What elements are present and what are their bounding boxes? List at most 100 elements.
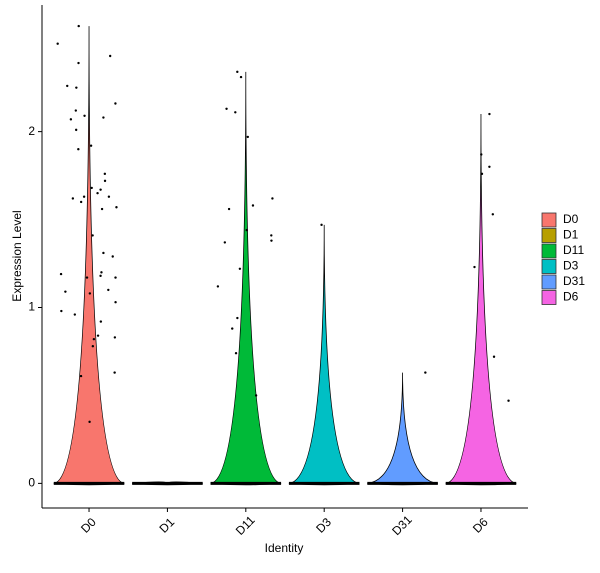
point <box>236 70 239 74</box>
legend-label: D0 <box>563 212 579 226</box>
point <box>102 251 105 255</box>
point <box>91 344 95 348</box>
point <box>69 118 73 121</box>
point <box>91 234 94 237</box>
y-axis-label: Expression Level <box>10 210 24 301</box>
point <box>100 207 104 211</box>
point <box>56 42 59 45</box>
point <box>102 116 105 119</box>
point <box>225 107 228 110</box>
point <box>100 271 103 274</box>
legend-label: D3 <box>563 259 579 273</box>
violin <box>210 71 282 486</box>
point <box>99 188 102 191</box>
point <box>320 223 323 227</box>
point <box>88 420 91 424</box>
point <box>234 352 238 355</box>
point <box>99 320 103 323</box>
point <box>103 172 107 176</box>
point <box>103 179 107 183</box>
zero-points <box>288 481 360 485</box>
point <box>231 327 234 330</box>
legend-label: D1 <box>563 228 579 242</box>
point <box>488 165 491 169</box>
zero-points <box>367 481 438 485</box>
zero-points <box>53 481 125 485</box>
zero-points <box>210 481 282 485</box>
point <box>89 144 93 147</box>
point <box>66 84 69 88</box>
legend-key <box>541 274 557 290</box>
point <box>77 24 80 28</box>
point <box>96 334 100 337</box>
point <box>85 276 89 279</box>
point <box>74 109 78 112</box>
point <box>64 290 67 293</box>
x-tick-label: D1 <box>156 515 177 536</box>
y-tick-label: 2 <box>28 124 35 138</box>
point <box>480 172 484 176</box>
point <box>113 336 117 339</box>
point <box>251 204 255 207</box>
violin <box>288 224 360 486</box>
point <box>79 200 83 204</box>
x-tick-label: D0 <box>78 515 99 536</box>
point <box>60 309 63 313</box>
point <box>216 285 220 288</box>
violin <box>445 114 517 486</box>
zero-points <box>132 481 203 485</box>
point <box>227 207 231 211</box>
legend-label: D11 <box>563 243 584 257</box>
x-tick-label: D6 <box>470 515 491 536</box>
point <box>88 292 92 295</box>
point <box>115 206 118 209</box>
legend-key <box>541 212 557 228</box>
point <box>254 394 258 397</box>
point <box>107 288 110 292</box>
point <box>111 255 114 258</box>
point <box>59 272 63 276</box>
point <box>234 111 237 114</box>
legend-key <box>541 259 557 274</box>
point <box>480 153 483 156</box>
point <box>239 75 243 79</box>
point <box>507 399 510 402</box>
point <box>96 191 99 195</box>
point <box>114 276 117 279</box>
point <box>114 301 117 304</box>
legend-label: D31 <box>563 274 585 288</box>
point <box>99 274 102 278</box>
point <box>82 195 86 198</box>
x-tick-label: D31 <box>389 512 415 538</box>
point <box>77 61 80 65</box>
point <box>73 313 77 316</box>
point <box>71 197 75 200</box>
point <box>83 114 86 118</box>
point <box>492 355 496 358</box>
point <box>113 371 116 374</box>
point <box>108 54 112 58</box>
point <box>271 197 274 200</box>
zero-points <box>445 481 517 485</box>
point <box>491 213 495 216</box>
point <box>236 316 239 320</box>
violin <box>367 372 438 486</box>
point <box>107 195 111 198</box>
point <box>223 241 227 244</box>
x-tick-label: D3 <box>313 515 334 536</box>
point <box>114 102 117 105</box>
x-axis-label: Identity <box>265 541 304 555</box>
point <box>270 234 273 237</box>
point <box>92 337 96 341</box>
point <box>90 186 93 190</box>
point <box>74 128 78 132</box>
legend-key <box>541 243 557 259</box>
point <box>238 267 242 271</box>
violin <box>53 26 125 486</box>
y-tick-label: 0 <box>28 476 35 490</box>
point <box>79 374 83 378</box>
point <box>75 86 78 89</box>
point <box>473 265 476 269</box>
y-tick-label: 1 <box>28 300 35 314</box>
